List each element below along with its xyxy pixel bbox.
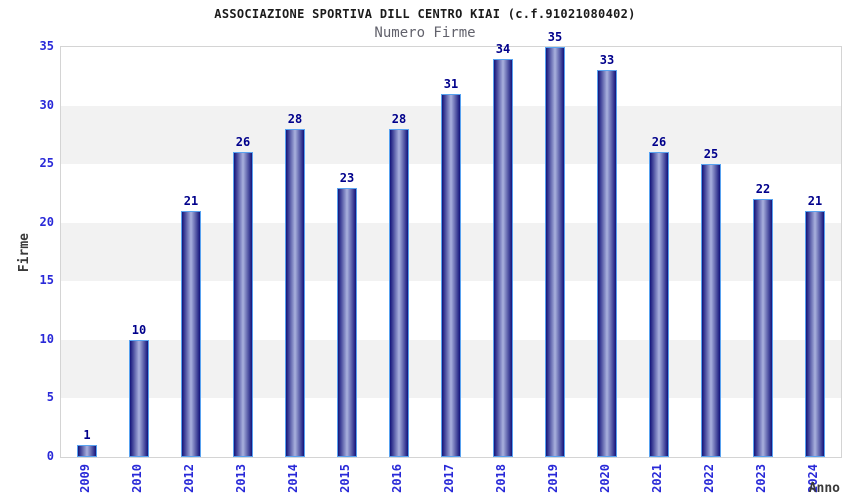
- chart-title: ASSOCIAZIONE SPORTIVA DILL CENTRO KIAI (…: [214, 7, 636, 21]
- bar: [77, 445, 97, 457]
- x-tick-label: 2013: [234, 464, 248, 493]
- y-tick-label: 10: [39, 331, 54, 346]
- bar-value-label: 28: [391, 112, 407, 126]
- bar: [181, 211, 201, 457]
- bar: [545, 47, 565, 457]
- bar-value-label: 22: [755, 182, 771, 197]
- bar-value-label: 34: [495, 41, 511, 56]
- y-axis-title: Firme: [17, 233, 32, 273]
- bar: [389, 129, 409, 457]
- y-tick-label: 20: [39, 214, 54, 229]
- x-tick-label: 2016: [390, 464, 404, 493]
- bar-value-label: 21: [183, 194, 199, 208]
- y-tick-label: 30: [39, 97, 54, 112]
- y-tick-label: 5: [46, 390, 54, 405]
- x-tick-label: 2020: [598, 464, 612, 493]
- bar-value-label: 35: [547, 30, 563, 44]
- chart-subtitle: Numero Firme: [374, 25, 476, 41]
- bar-value-label: 31: [443, 76, 459, 91]
- x-axis-title: Anno: [808, 481, 840, 496]
- bar: [701, 164, 721, 457]
- bar-value-label: 26: [651, 135, 667, 150]
- bar: [233, 152, 253, 457]
- bar: [493, 58, 513, 457]
- bar: [597, 70, 617, 457]
- plot-area: 1 10 21 26 28 23 28 31 34 35 33 26 25 22 21: [60, 30, 842, 458]
- y-tick-label: 35: [39, 39, 54, 53]
- x-tick-label: 2015: [338, 464, 352, 493]
- bar-value-label: 1: [83, 428, 91, 443]
- x-tick-label: 2018: [494, 464, 508, 493]
- bar: [129, 339, 149, 457]
- bar-value-label: 26: [235, 135, 251, 150]
- bar: [753, 199, 773, 457]
- bar-value-label: 23: [339, 170, 355, 185]
- y-tick-label: 25: [39, 156, 54, 171]
- bar-value-label: 28: [287, 112, 303, 126]
- x-tick-label: 2012: [182, 464, 196, 493]
- bar-value-label: 25: [703, 147, 719, 162]
- x-tick-label: 2009: [78, 464, 92, 493]
- bar: [649, 152, 669, 457]
- x-tick-label: 2017: [442, 464, 456, 493]
- y-tick-label: 15: [39, 273, 54, 288]
- bar-value-label: 33: [599, 53, 615, 68]
- bar-value-label: 21: [807, 194, 823, 208]
- x-tick-label: 2019: [546, 464, 560, 493]
- bar: [285, 129, 305, 457]
- x-tick-label: 2010: [130, 464, 144, 493]
- x-tick-label: 2014: [286, 464, 300, 493]
- bar: [441, 93, 461, 457]
- bar: [337, 187, 357, 457]
- bar: [805, 211, 825, 457]
- bar-value-label: 10: [131, 322, 147, 337]
- y-tick-label: 0: [46, 449, 54, 463]
